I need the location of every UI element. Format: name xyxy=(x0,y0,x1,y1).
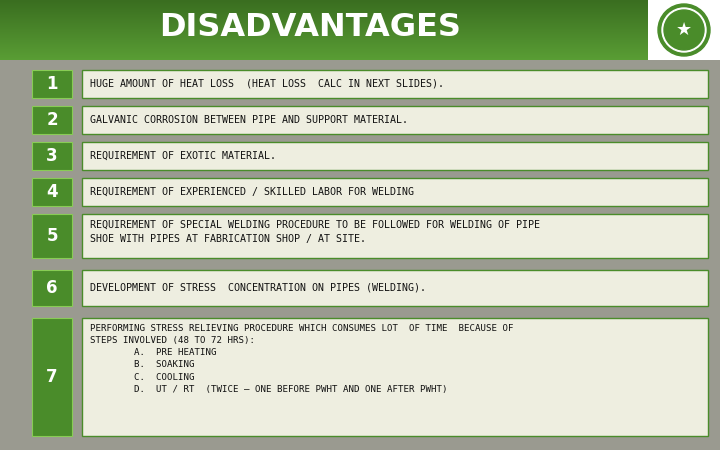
Bar xyxy=(0,52,650,53)
Bar xyxy=(32,178,72,206)
Bar xyxy=(0,3,650,4)
Bar xyxy=(0,26,650,27)
Bar xyxy=(0,20,650,21)
Bar xyxy=(0,9,650,10)
Bar xyxy=(0,4,650,5)
Bar xyxy=(0,13,650,14)
Bar xyxy=(82,106,708,134)
Bar xyxy=(82,70,708,98)
Bar xyxy=(0,0,650,1)
Bar xyxy=(0,48,650,49)
Circle shape xyxy=(662,8,706,52)
Text: 3: 3 xyxy=(46,147,58,165)
Text: REQUIREMENT OF EXPERIENCED / SKILLED LABOR FOR WELDING: REQUIREMENT OF EXPERIENCED / SKILLED LAB… xyxy=(90,187,414,197)
Bar xyxy=(0,56,650,57)
Bar xyxy=(0,2,650,3)
Bar xyxy=(0,7,650,8)
Bar xyxy=(0,54,650,55)
Text: 4: 4 xyxy=(46,183,58,201)
Bar xyxy=(0,44,650,45)
Bar xyxy=(0,16,650,17)
Bar xyxy=(0,21,650,22)
Bar xyxy=(0,18,650,19)
Bar xyxy=(0,29,650,30)
Bar xyxy=(0,39,650,40)
Bar xyxy=(0,28,650,29)
Bar xyxy=(0,5,650,6)
Bar xyxy=(0,47,650,48)
Bar xyxy=(0,19,650,20)
Text: REQUIREMENT OF SPECIAL WELDING PROCEDURE TO BE FOLLOWED FOR WELDING OF PIPE
SHOE: REQUIREMENT OF SPECIAL WELDING PROCEDURE… xyxy=(90,220,540,243)
Bar xyxy=(0,53,650,54)
Bar xyxy=(0,33,650,34)
Bar xyxy=(0,55,650,56)
Bar xyxy=(0,36,650,37)
Bar xyxy=(0,25,650,26)
Bar xyxy=(32,318,72,436)
Bar xyxy=(82,270,708,306)
Bar xyxy=(82,178,708,206)
Bar xyxy=(82,142,708,170)
Text: HUGE AMOUNT OF HEAT LOSS  (HEAT LOSS  CALC IN NEXT SLIDES).: HUGE AMOUNT OF HEAT LOSS (HEAT LOSS CALC… xyxy=(90,79,444,89)
Bar xyxy=(0,58,650,59)
Bar xyxy=(0,27,650,28)
Text: 2: 2 xyxy=(46,111,58,129)
Bar xyxy=(32,270,72,306)
Bar xyxy=(0,50,650,51)
Bar xyxy=(32,70,72,98)
Bar xyxy=(0,51,650,52)
Bar xyxy=(0,34,650,35)
Bar xyxy=(0,14,650,15)
Bar xyxy=(0,17,650,18)
Circle shape xyxy=(658,4,710,56)
Text: 7: 7 xyxy=(46,368,58,386)
Bar xyxy=(0,1,650,2)
Text: DEVELOPMENT OF STRESS  CONCENTRATION ON PIPES (WELDING).: DEVELOPMENT OF STRESS CONCENTRATION ON P… xyxy=(90,283,426,293)
Bar xyxy=(0,23,650,24)
Text: GALVANIC CORROSION BETWEEN PIPE AND SUPPORT MATERIAL.: GALVANIC CORROSION BETWEEN PIPE AND SUPP… xyxy=(90,115,408,125)
Text: 5: 5 xyxy=(46,227,58,245)
Bar xyxy=(648,0,720,60)
Text: ★: ★ xyxy=(676,21,692,39)
Text: 1: 1 xyxy=(46,75,58,93)
Bar xyxy=(0,41,650,42)
Bar xyxy=(0,31,650,32)
Bar xyxy=(0,38,650,39)
Text: DISADVANTAGES: DISADVANTAGES xyxy=(159,13,461,44)
Bar xyxy=(0,37,650,38)
Bar xyxy=(0,40,650,41)
Bar xyxy=(32,214,72,258)
Bar xyxy=(0,46,650,47)
Bar xyxy=(0,12,650,13)
Bar xyxy=(0,6,650,7)
Bar xyxy=(0,32,650,33)
Bar xyxy=(0,30,650,31)
Text: REQUIREMENT OF EXOTIC MATERIAL.: REQUIREMENT OF EXOTIC MATERIAL. xyxy=(90,151,276,161)
Bar xyxy=(0,45,650,46)
Bar xyxy=(82,318,708,436)
Bar xyxy=(0,8,650,9)
Bar xyxy=(0,15,650,16)
Bar xyxy=(0,22,650,23)
Bar xyxy=(0,57,650,58)
Bar xyxy=(32,106,72,134)
Bar xyxy=(0,49,650,50)
Text: 6: 6 xyxy=(46,279,58,297)
Bar xyxy=(82,214,708,258)
Bar xyxy=(0,59,650,60)
Bar xyxy=(0,42,650,43)
Bar xyxy=(32,142,72,170)
Bar xyxy=(0,11,650,12)
Text: PERFORMING STRESS RELIEVING PROCEDURE WHICH CONSUMES LOT  OF TIME  BECAUSE OF
ST: PERFORMING STRESS RELIEVING PROCEDURE WH… xyxy=(90,324,513,394)
Bar xyxy=(0,43,650,44)
Bar xyxy=(0,35,650,36)
Bar xyxy=(0,24,650,25)
Circle shape xyxy=(664,10,704,50)
Bar xyxy=(0,10,650,11)
